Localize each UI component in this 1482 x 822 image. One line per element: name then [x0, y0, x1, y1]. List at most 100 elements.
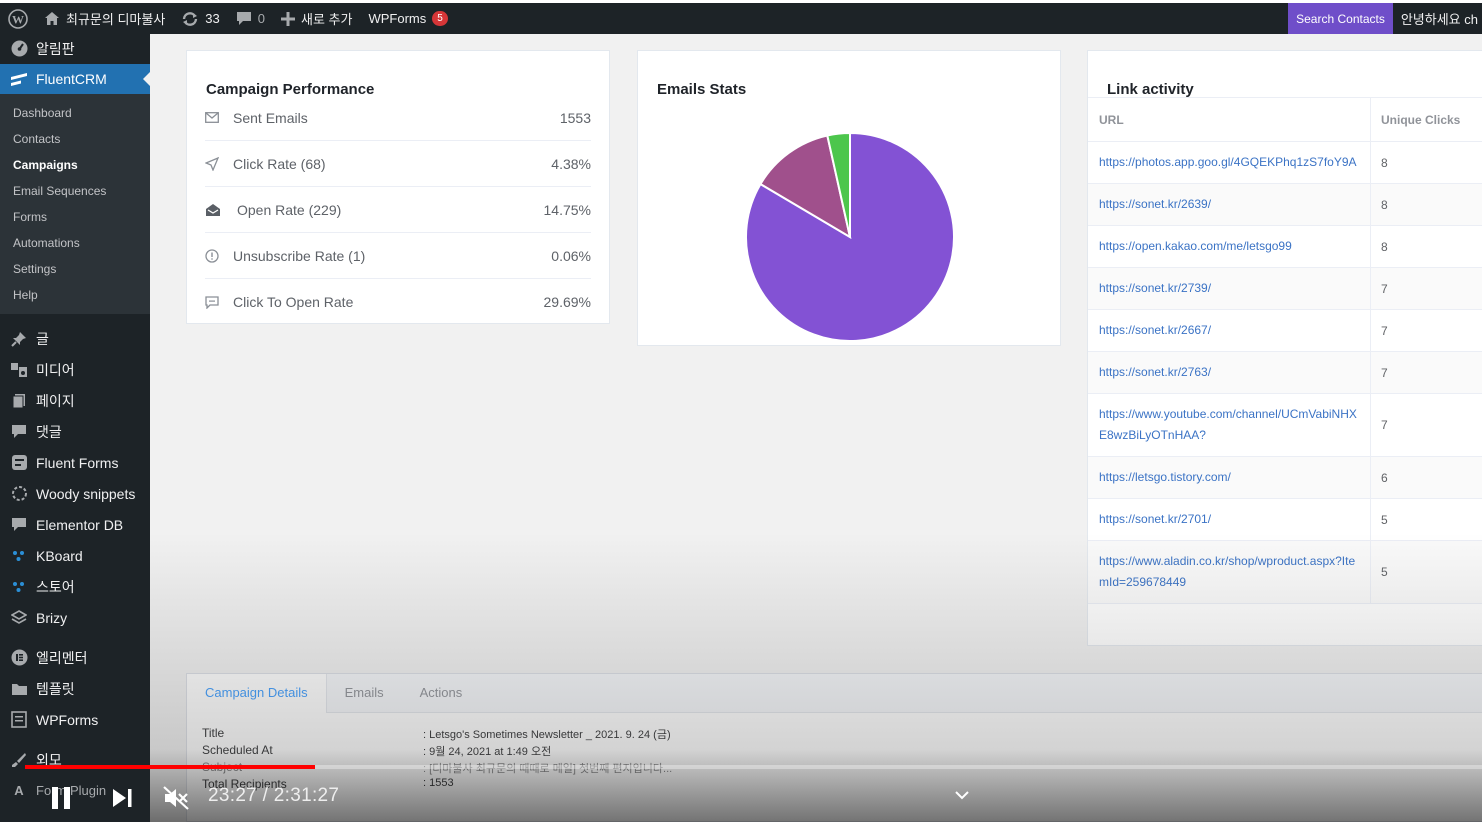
link-clicks: 5 — [1381, 565, 1388, 579]
menu-dashboard[interactable]: 알림판 — [0, 34, 150, 63]
menu-appearance[interactable]: 외모 — [0, 744, 150, 775]
site-name-link[interactable]: 최규문의 디마불사 — [36, 3, 173, 34]
plus-icon — [281, 11, 295, 26]
link-clicks: 8 — [1381, 155, 1388, 170]
pie-slice-1[interactable] — [759, 134, 852, 240]
menu-fluent-forms[interactable]: Fluent Forms — [0, 447, 150, 478]
submenu-dashboard[interactable]: Dashboard — [13, 106, 72, 120]
stat-row: Click Rate (68) 4.38% — [205, 141, 591, 187]
submenu-campaigns[interactable]: Campaigns — [13, 158, 78, 172]
card-title: Campaign Performance — [206, 81, 375, 98]
link-url[interactable]: https://sonet.kr/2763/ — [1099, 365, 1212, 379]
user-greeting[interactable]: 안녕하세요 ch — [1400, 12, 1478, 27]
submenu-email-sequences[interactable]: Email Sequences — [13, 184, 107, 198]
stat-row: Unsubscribe Rate (1) 0.06% — [205, 233, 591, 279]
link-url[interactable]: https://letsgo.tistory.com/ — [1099, 470, 1231, 484]
menu-kboard[interactable]: KBoard — [0, 540, 150, 571]
comment-icon — [236, 11, 252, 26]
stat-row: Sent Emails 1553 — [205, 95, 591, 141]
link-url[interactable]: https://sonet.kr/2639/ — [1099, 197, 1212, 211]
search-contacts-button[interactable]: Search Contacts — [1288, 3, 1393, 34]
link-url[interactable]: https://sonet.kr/2701/ — [1099, 512, 1212, 526]
video-progress-fill — [25, 765, 315, 769]
new-content-link[interactable]: 새로 추가 — [273, 3, 360, 34]
link-activity-card: Link activity URL Unique Clicks https://… — [1087, 50, 1482, 646]
link-clicks: 7 — [1381, 418, 1388, 432]
tab-emails[interactable]: Emails — [344, 685, 384, 700]
menu-elementor[interactable]: 엘리멘터 — [0, 642, 150, 673]
pause-button[interactable] — [50, 786, 72, 815]
pie-slice-2[interactable] — [826, 131, 851, 238]
pause-icon — [52, 787, 70, 809]
submenu-help[interactable]: Help — [13, 288, 38, 302]
submenu-forms[interactable]: Forms — [13, 210, 47, 224]
updates-link[interactable]: 33 — [173, 3, 227, 34]
menu-store[interactable]: 스토어 — [0, 571, 150, 602]
menu-brizy[interactable]: Brizy — [0, 602, 150, 633]
link-clicks: 8 — [1381, 197, 1388, 212]
store-icon — [10, 578, 28, 596]
tab-campaign-details[interactable]: Campaign Details — [187, 674, 327, 713]
snippets-icon — [10, 485, 28, 503]
link-url[interactable]: https://open.kakao.com/me/letsgo99 — [1099, 239, 1292, 253]
submenu-settings[interactable]: Settings — [13, 262, 57, 276]
comments-link[interactable]: 0 — [228, 3, 273, 34]
next-button[interactable] — [112, 788, 134, 813]
link-url[interactable]: https://sonet.kr/2739/ — [1099, 281, 1212, 295]
detail-value-recipients: : 1553 — [423, 777, 454, 789]
link-url[interactable]: https://sonet.kr/2667/ — [1099, 323, 1212, 337]
menu-pages[interactable]: 페이지 — [0, 385, 150, 416]
menu-media[interactable]: 미디어 — [0, 354, 150, 385]
fluentcrm-submenu: Dashboard Contacts Campaigns Email Seque… — [0, 94, 150, 314]
link-clicks: 7 — [1381, 281, 1388, 296]
menu-woody-snippets[interactable]: Woody snippets — [0, 478, 150, 509]
chapters-toggle[interactable] — [954, 788, 970, 806]
link-url[interactable]: https://photos.app.goo.gl/4GQEKPhq1zS7fo… — [1099, 155, 1357, 169]
wpforms-icon — [10, 711, 28, 729]
menu-comments[interactable]: 댓글 — [0, 416, 150, 447]
stat-value: 0.06% — [551, 247, 591, 264]
menu-label: 미디어 — [36, 361, 75, 378]
brush-icon — [10, 751, 28, 769]
link-clicks: 6 — [1381, 470, 1388, 485]
submenu-automations[interactable]: Automations — [13, 236, 80, 250]
database-icon — [10, 516, 28, 534]
stat-label: Click To Open Rate — [233, 294, 354, 310]
comments-count: 0 — [257, 11, 265, 26]
elementor-icon — [10, 649, 28, 667]
mute-button[interactable] — [163, 786, 189, 815]
video-timecode: 23:27 / 2:31:27 — [208, 785, 340, 806]
svg-text:W: W — [12, 12, 24, 26]
media-icon — [10, 361, 28, 379]
chevron-down-icon — [955, 791, 969, 800]
stat-label: Click Rate (68) — [233, 155, 326, 172]
stat-value: 1553 — [559, 109, 591, 126]
video-progress-bar[interactable] — [25, 765, 1482, 769]
table-row: https://sonet.kr/2639/8 — [1088, 184, 1482, 226]
wordpress-logo-icon[interactable]: W — [0, 3, 36, 34]
chat-icon — [205, 295, 221, 309]
menu-label: KBoard — [36, 547, 83, 564]
link-url[interactable]: https://www.youtube.com/channel/UCmVabiN… — [1099, 407, 1357, 442]
details-tabs: Campaign Details Emails Actions — [187, 674, 1482, 713]
table-row: https://www.youtube.com/channel/UCmVabiN… — [1088, 394, 1482, 457]
table-row: https://www.aladin.co.kr/shop/wproduct.a… — [1088, 541, 1482, 604]
card-title: Link activity — [1107, 81, 1194, 98]
menu-templates[interactable]: 템플릿 — [0, 673, 150, 704]
menu-posts[interactable]: 글 — [0, 323, 150, 354]
emails-stats-card: Emails Stats — [637, 50, 1061, 346]
menu-elementor-db[interactable]: Elementor DB — [0, 509, 150, 540]
wpforms-link[interactable]: WPForms 5 — [360, 3, 455, 34]
menu-fluentcrm[interactable]: FluentCRM — [0, 64, 150, 94]
site-name: 최규문의 디마불사 — [66, 12, 166, 27]
open-mail-icon — [205, 203, 221, 217]
menu-label: Brizy — [36, 609, 68, 626]
link-url[interactable]: https://www.aladin.co.kr/shop/wproduct.a… — [1099, 554, 1356, 589]
pages-icon — [10, 392, 28, 410]
home-icon — [44, 11, 60, 26]
menu-label: 외모 — [36, 751, 62, 768]
stat-value: 4.38% — [551, 155, 591, 172]
tab-actions[interactable]: Actions — [419, 685, 463, 700]
submenu-contacts[interactable]: Contacts — [13, 132, 61, 146]
menu-wpforms[interactable]: WPForms — [0, 704, 150, 735]
